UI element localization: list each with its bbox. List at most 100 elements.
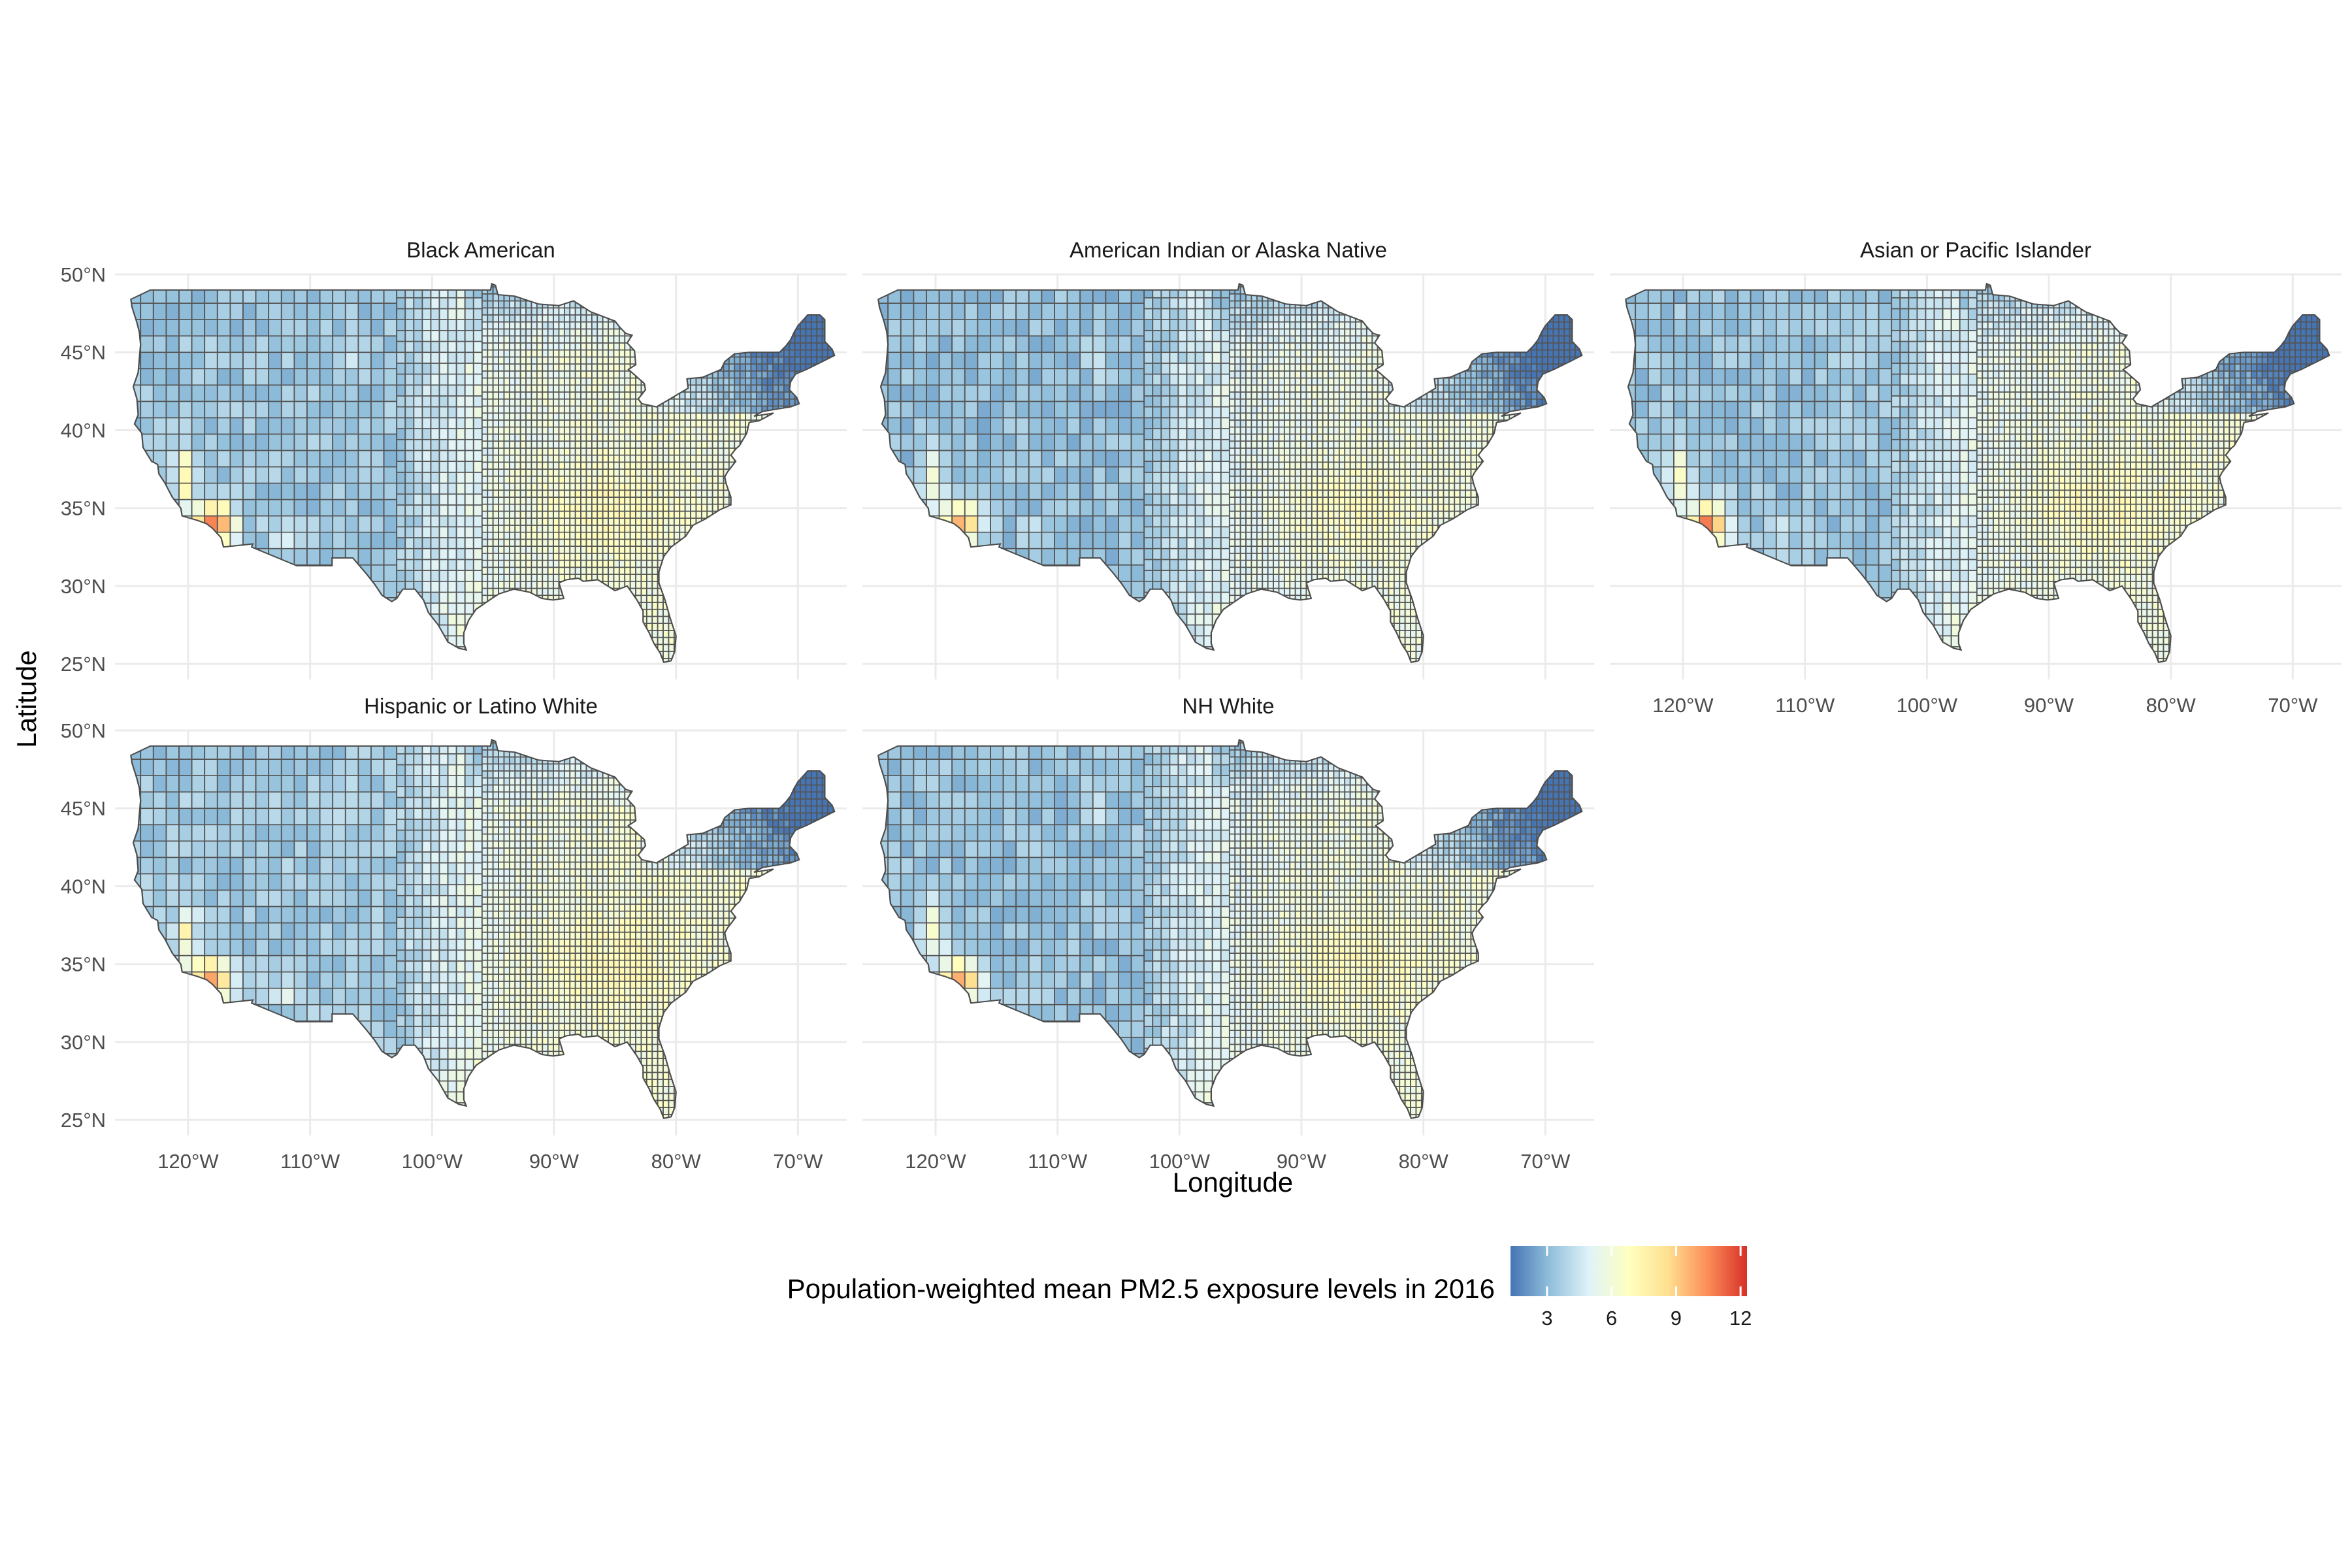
county-cell	[332, 400, 346, 419]
county-cell	[657, 440, 664, 449]
county-cell	[750, 546, 757, 554]
county-cell	[926, 482, 940, 500]
county-cell	[629, 497, 636, 505]
county-cell	[645, 370, 653, 379]
county-cell	[783, 559, 791, 568]
county-cell	[761, 335, 768, 344]
county-cell	[926, 531, 940, 549]
county-cell	[640, 517, 647, 526]
county-cell	[487, 602, 494, 610]
county-cell	[602, 608, 609, 617]
county-cell	[789, 482, 796, 491]
county-cell	[750, 307, 757, 316]
county-cell	[531, 363, 538, 372]
county-cell	[761, 580, 768, 589]
county-cell	[772, 440, 779, 449]
county-cell	[700, 615, 708, 624]
county-cell	[553, 405, 560, 414]
county-cell	[519, 384, 527, 393]
county-cell	[525, 440, 532, 449]
county-cell	[563, 284, 571, 287]
county-cell	[447, 526, 457, 538]
county-cell	[618, 546, 626, 554]
county-cell	[447, 449, 457, 462]
county-cell	[844, 455, 849, 463]
county-cell	[536, 503, 544, 512]
county-cell	[242, 417, 257, 435]
county-cell	[498, 426, 505, 435]
county-cell	[734, 284, 741, 287]
county-cell	[755, 454, 763, 463]
county-cell	[717, 623, 725, 631]
county-cell	[816, 286, 823, 295]
county-cell	[629, 636, 636, 645]
county-cell	[585, 503, 593, 512]
county-cell	[755, 644, 763, 652]
county-cell	[585, 286, 593, 295]
county-cell	[492, 503, 499, 512]
county-cell	[344, 400, 359, 419]
county-cell	[728, 468, 736, 477]
county-cell	[581, 666, 586, 673]
county-cell	[657, 497, 664, 505]
county-cell	[755, 546, 763, 554]
county-cell	[651, 608, 659, 617]
county-cell	[652, 672, 657, 679]
county-cell	[472, 351, 483, 364]
county-cell	[827, 615, 834, 624]
county-cell	[585, 363, 593, 372]
county-cell	[755, 553, 763, 561]
county-cell	[536, 651, 544, 659]
us-outline	[130, 282, 836, 663]
county-cell	[525, 328, 532, 337]
county-cell	[580, 538, 587, 547]
county-cell	[723, 517, 730, 526]
county-cell	[396, 515, 406, 528]
county-cell	[536, 412, 544, 421]
county-cell	[668, 398, 675, 407]
county-cell	[821, 384, 828, 393]
county-cell	[487, 307, 494, 316]
county-cell	[783, 468, 791, 477]
county-cell	[553, 566, 560, 575]
county-cell	[255, 466, 270, 484]
county-cell	[514, 497, 521, 505]
county-cell	[613, 370, 620, 379]
county-cell	[216, 302, 231, 320]
county-cell	[887, 613, 902, 631]
county-cell	[413, 319, 423, 331]
county-cell	[816, 630, 823, 638]
county-cell	[755, 461, 763, 470]
county-cell	[844, 644, 849, 651]
county-cell	[131, 433, 142, 451]
county-cell	[821, 377, 828, 386]
county-cell	[430, 482, 440, 495]
county-cell	[591, 314, 598, 323]
y-tick-label: 45°N	[61, 341, 106, 364]
county-cell	[563, 482, 571, 491]
county-cell	[140, 302, 154, 320]
county-cell	[706, 412, 713, 421]
county-cell	[481, 566, 489, 575]
county-cell	[229, 613, 244, 631]
county-cell	[547, 468, 554, 477]
county-cell	[761, 293, 768, 302]
county-cell	[900, 335, 915, 353]
county-cell	[651, 412, 659, 421]
county-cell	[487, 489, 494, 498]
county-cell	[455, 284, 466, 287]
county-cell	[531, 405, 538, 414]
county-cell	[624, 574, 631, 582]
county-cell	[800, 482, 807, 491]
county-cell	[613, 489, 620, 498]
county-cell	[580, 553, 587, 561]
county-cell	[690, 398, 697, 407]
county-cell	[569, 636, 576, 645]
county-cell	[926, 449, 940, 468]
county-cell	[821, 349, 828, 358]
county-cell	[805, 412, 812, 421]
county-cell	[602, 342, 609, 351]
county-cell	[695, 497, 702, 505]
county-cell	[569, 461, 576, 470]
county-cell	[498, 615, 505, 624]
